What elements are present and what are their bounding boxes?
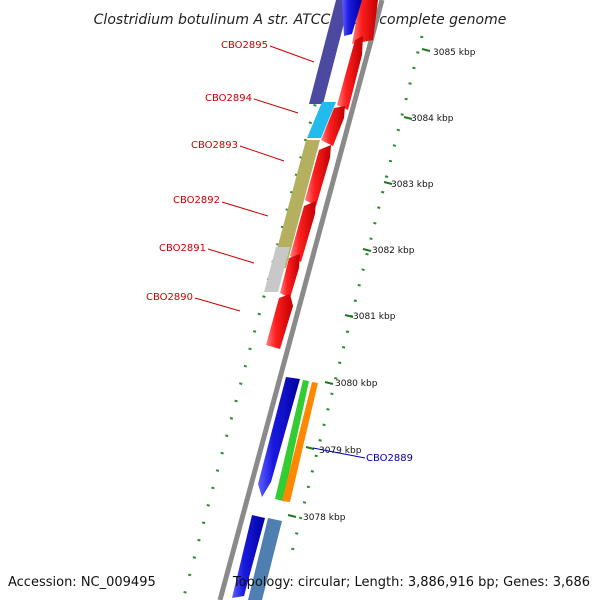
gene-label-cbo2893[interactable]: CBO2893 [191,140,238,151]
cog-feature-orange[interactable] [282,382,318,502]
tick-3082 [362,248,372,252]
leader-cbo2890 [194,297,241,312]
tick-3080 [324,381,334,385]
topology-text: Topology: circular; Length: 3,886,916 bp… [232,575,590,590]
cog-feature-green[interactable] [275,380,309,501]
tick-label-3082: 3082 kbp [372,246,415,256]
tick-label-3085: 3085 kbp [433,48,476,58]
cds-cbo2890[interactable] [280,254,300,298]
cds-cbo2892[interactable] [305,145,331,206]
tick-3078 [287,514,297,518]
cds-cbo2889[interactable] [258,377,300,497]
genome-backbone [217,0,385,600]
gene-label-cbo2889[interactable]: CBO2889 [366,453,413,464]
tick-label-3079: 3079 kbp [319,446,362,456]
blue-cds-strand [232,0,362,598]
tick-label-3078: 3078 kbp [303,513,346,523]
accession-text: Accession: NC_009495 [8,575,156,590]
red-cds-strand [266,0,378,349]
tick-3079 [305,446,315,450]
leader-cbo2891 [207,248,255,264]
cds-cbo2889-red[interactable] [266,294,293,349]
leader-cbo2889 [312,447,366,459]
outer-tick-ring [288,35,424,561]
cog-feature-cbo2891[interactable] [264,247,290,292]
gene-label-cbo2894[interactable]: CBO2894 [205,93,252,104]
leader-cbo2894 [253,98,299,114]
cog-band [264,0,350,292]
leader-cbo2893 [239,145,285,162]
tick-label-3084: 3084 kbp [411,114,454,124]
cog-feature-steel[interactable] [248,518,282,600]
tick-3084 [403,116,413,120]
tick-label-3081: 3081 kbp [353,312,396,322]
tick-3083 [383,181,393,185]
gene-label-cbo2892[interactable]: CBO2892 [173,195,220,206]
tick-3081 [344,314,354,318]
cds-blue-top[interactable] [342,0,362,36]
cds-blue-bottom[interactable] [232,515,265,598]
major-ticks [287,48,431,518]
cds-cbo2891[interactable] [290,201,316,262]
cog-feature-cbo2893[interactable] [272,140,320,268]
leader-cbo2895 [269,45,315,63]
cog-feature-cbo2895[interactable] [309,0,350,104]
tick-label-3080: 3080 kbp [335,379,378,389]
cog-feature-cbo2894[interactable] [307,102,336,138]
cds-cbo2893[interactable] [321,106,345,146]
gene-label-cbo2890[interactable]: CBO2890 [146,292,193,303]
gene-leaders [194,45,315,312]
cds-cbo2894[interactable] [337,36,363,110]
leader-cbo2892 [221,201,269,217]
map-title: Clostridium botulinum A str. ATCC 3502, … [94,12,507,28]
tick-3085 [421,48,431,52]
tick-label-3083: 3083 kbp [391,180,434,190]
gene-label-cbo2891[interactable]: CBO2891 [159,243,206,254]
gene-label-cbo2895[interactable]: CBO2895 [221,40,268,51]
